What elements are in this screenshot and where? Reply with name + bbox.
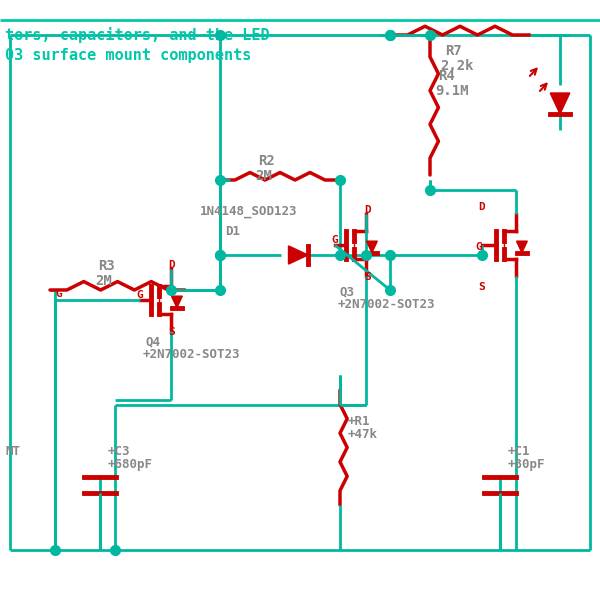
Text: Q3: Q3 xyxy=(340,285,355,298)
Text: 1N4148_SOD123: 1N4148_SOD123 xyxy=(200,205,298,218)
Polygon shape xyxy=(517,241,527,253)
Text: R4: R4 xyxy=(438,69,455,83)
Polygon shape xyxy=(289,246,308,264)
Text: +C3: +C3 xyxy=(108,445,131,458)
Text: +2N7002-SOT23: +2N7002-SOT23 xyxy=(143,348,241,361)
Text: D: D xyxy=(168,260,175,270)
Text: G: G xyxy=(475,242,482,252)
Polygon shape xyxy=(172,296,182,308)
Text: R2: R2 xyxy=(258,154,275,168)
Text: 2.2k: 2.2k xyxy=(440,59,473,73)
Text: +80pF: +80pF xyxy=(508,458,545,471)
Text: D1: D1 xyxy=(225,225,240,238)
Text: +47k: +47k xyxy=(348,428,378,441)
Text: +R1: +R1 xyxy=(348,415,371,428)
Text: S: S xyxy=(364,272,371,282)
Text: tors, capacitors, and the LED: tors, capacitors, and the LED xyxy=(5,27,269,43)
Text: 9.1M: 9.1M xyxy=(435,84,469,98)
Text: +2N7002-SOT23: +2N7002-SOT23 xyxy=(338,298,436,311)
Polygon shape xyxy=(367,241,377,253)
Polygon shape xyxy=(550,93,570,114)
Text: D: D xyxy=(364,205,371,215)
Text: S: S xyxy=(168,327,175,337)
Text: 2M: 2M xyxy=(95,274,112,288)
Text: 2M: 2M xyxy=(255,169,272,183)
Text: R7: R7 xyxy=(445,44,462,58)
Text: G: G xyxy=(331,235,338,245)
Text: 03 surface mount components: 03 surface mount components xyxy=(5,48,251,63)
Text: G: G xyxy=(136,290,143,300)
Text: G: G xyxy=(55,289,62,299)
Text: MT: MT xyxy=(5,445,20,458)
Text: D: D xyxy=(478,202,485,212)
Text: +C1: +C1 xyxy=(508,445,530,458)
Text: Q4: Q4 xyxy=(145,335,160,348)
Text: S: S xyxy=(478,282,485,292)
Text: +680pF: +680pF xyxy=(108,458,153,471)
Text: R3: R3 xyxy=(98,259,115,273)
